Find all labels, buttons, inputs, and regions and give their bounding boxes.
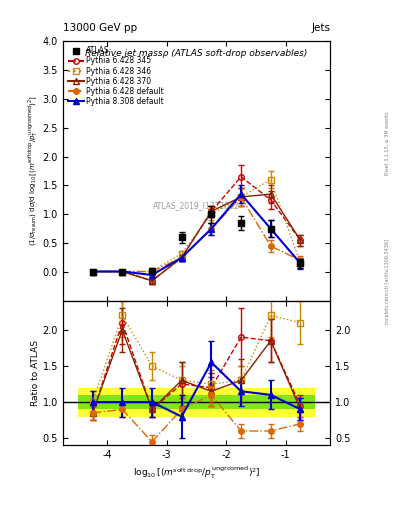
Y-axis label: $(1/\sigma_\mathrm{resum})$ d$\sigma$/d $\log_{10}[(m^{\mathrm{soft drop}}/p_\ma: $(1/\sigma_\mathrm{resum})$ d$\sigma$/d … [26,96,40,246]
Text: mcplots.cern.ch [arXiv:1306.3436]: mcplots.cern.ch [arXiv:1306.3436] [385,239,389,324]
Text: Jets: Jets [311,23,330,33]
Text: Relative jet massρ (ATLAS soft-drop observables): Relative jet massρ (ATLAS soft-drop obse… [85,49,308,58]
X-axis label: $\log_{10}[(m^{\mathrm{soft\ drop}}/p_\mathrm{T}^{\,\mathrm{ungroomed}})^2]$: $\log_{10}[(m^{\mathrm{soft\ drop}}/p_\m… [133,464,260,481]
Text: 13000 GeV pp: 13000 GeV pp [63,23,137,33]
Text: Rivet 3.1.10, ≥ 3M events: Rivet 3.1.10, ≥ 3M events [385,112,389,175]
Text: ATLAS_2019_I1772062: ATLAS_2019_I1772062 [153,201,240,210]
Y-axis label: Ratio to ATLAS: Ratio to ATLAS [31,340,40,406]
Legend: ATLAS, Pythia 6.428 345, Pythia 6.428 346, Pythia 6.428 370, Pythia 6.428 defaul: ATLAS, Pythia 6.428 345, Pythia 6.428 34… [67,45,165,108]
